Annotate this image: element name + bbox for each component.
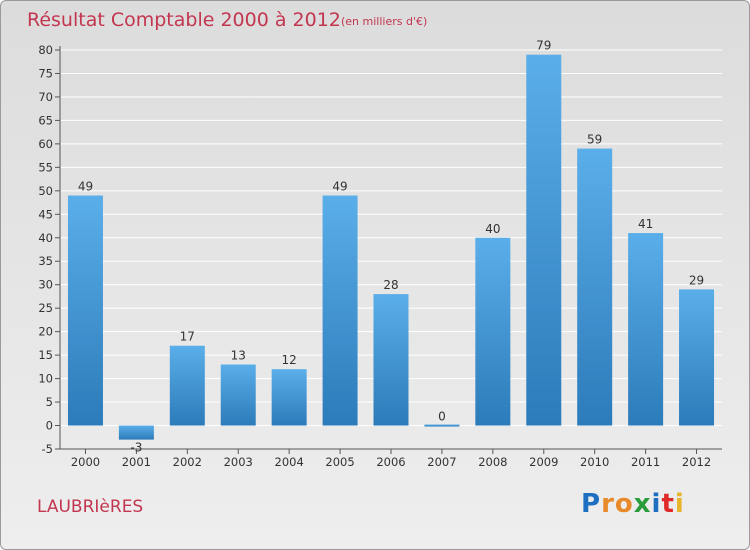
x-tick-label: 2007 <box>427 455 456 469</box>
x-tick-label: 2000 <box>71 455 100 469</box>
y-tick-label: 5 <box>46 395 53 409</box>
y-tick-label: 25 <box>38 301 53 315</box>
bar <box>322 195 358 426</box>
bar <box>271 369 307 426</box>
y-tick-label: 75 <box>38 66 53 80</box>
x-tick-label: 2004 <box>275 455 304 469</box>
data-label: 13 <box>231 349 246 363</box>
y-tick-label: 65 <box>38 113 53 127</box>
logo-letter: r <box>601 489 615 519</box>
bar <box>475 237 511 426</box>
logo-letter: x <box>633 489 652 519</box>
chart-title: Résultat Comptable 2000 à 2012 <box>27 9 341 31</box>
x-tick-label: 2008 <box>478 455 507 469</box>
x-tick-label: 2011 <box>631 455 660 469</box>
y-tick-label: 40 <box>38 231 53 245</box>
data-label: 17 <box>180 330 195 344</box>
y-tick-label: 35 <box>38 254 53 268</box>
y-tick-label: 70 <box>38 90 53 104</box>
y-tick-label: 10 <box>38 372 53 386</box>
y-tick-label: 15 <box>38 348 53 362</box>
x-tick-label: 2010 <box>580 455 609 469</box>
x-tick-label: 2002 <box>173 455 202 469</box>
bar <box>220 364 256 426</box>
x-tick-label: 2001 <box>122 455 151 469</box>
x-tick-label: 2005 <box>325 455 354 469</box>
logo-letter: t <box>661 489 675 519</box>
bar <box>373 294 409 426</box>
logo-letter: i <box>651 489 662 519</box>
y-tick-label: 55 <box>38 160 53 174</box>
chart-subtitle: (en milliers d'€) <box>341 15 428 28</box>
bar <box>67 195 103 426</box>
place-name: LAUBRIèRES <box>37 497 144 517</box>
logo-letter: i <box>674 489 685 519</box>
logo-letter: o <box>614 489 634 519</box>
bar <box>424 424 460 427</box>
data-label: -3 <box>130 441 142 455</box>
data-label: 49 <box>78 180 93 194</box>
y-tick-label: 0 <box>46 419 53 433</box>
x-tick-label: 2009 <box>529 455 558 469</box>
data-label: 40 <box>485 222 500 236</box>
x-tick-label: 2006 <box>376 455 405 469</box>
y-tick-label: 20 <box>38 325 53 339</box>
proxiti-logo: Proxiti <box>581 489 685 519</box>
bar <box>577 148 613 426</box>
y-tick-label: -5 <box>42 442 53 456</box>
bar <box>169 345 205 426</box>
y-tick-label: 30 <box>38 278 53 292</box>
data-label: 59 <box>587 133 602 147</box>
y-tick-label: 50 <box>38 184 53 198</box>
bar <box>628 233 664 426</box>
y-tick-label: 60 <box>38 137 53 151</box>
y-tick-label: 80 <box>38 43 53 57</box>
x-tick-label: 2003 <box>224 455 253 469</box>
bar <box>526 54 562 426</box>
data-label: 79 <box>536 39 551 53</box>
data-label: 29 <box>689 273 704 287</box>
y-tick-label: 45 <box>38 207 53 221</box>
x-tick-label: 2012 <box>682 455 711 469</box>
bar <box>118 425 154 440</box>
data-label: 49 <box>332 180 347 194</box>
data-label: 28 <box>383 278 398 292</box>
data-label: 0 <box>438 410 446 424</box>
bar <box>679 289 715 426</box>
logo-letter: P <box>581 489 602 519</box>
data-label: 12 <box>282 353 297 367</box>
data-label: 41 <box>638 217 653 231</box>
